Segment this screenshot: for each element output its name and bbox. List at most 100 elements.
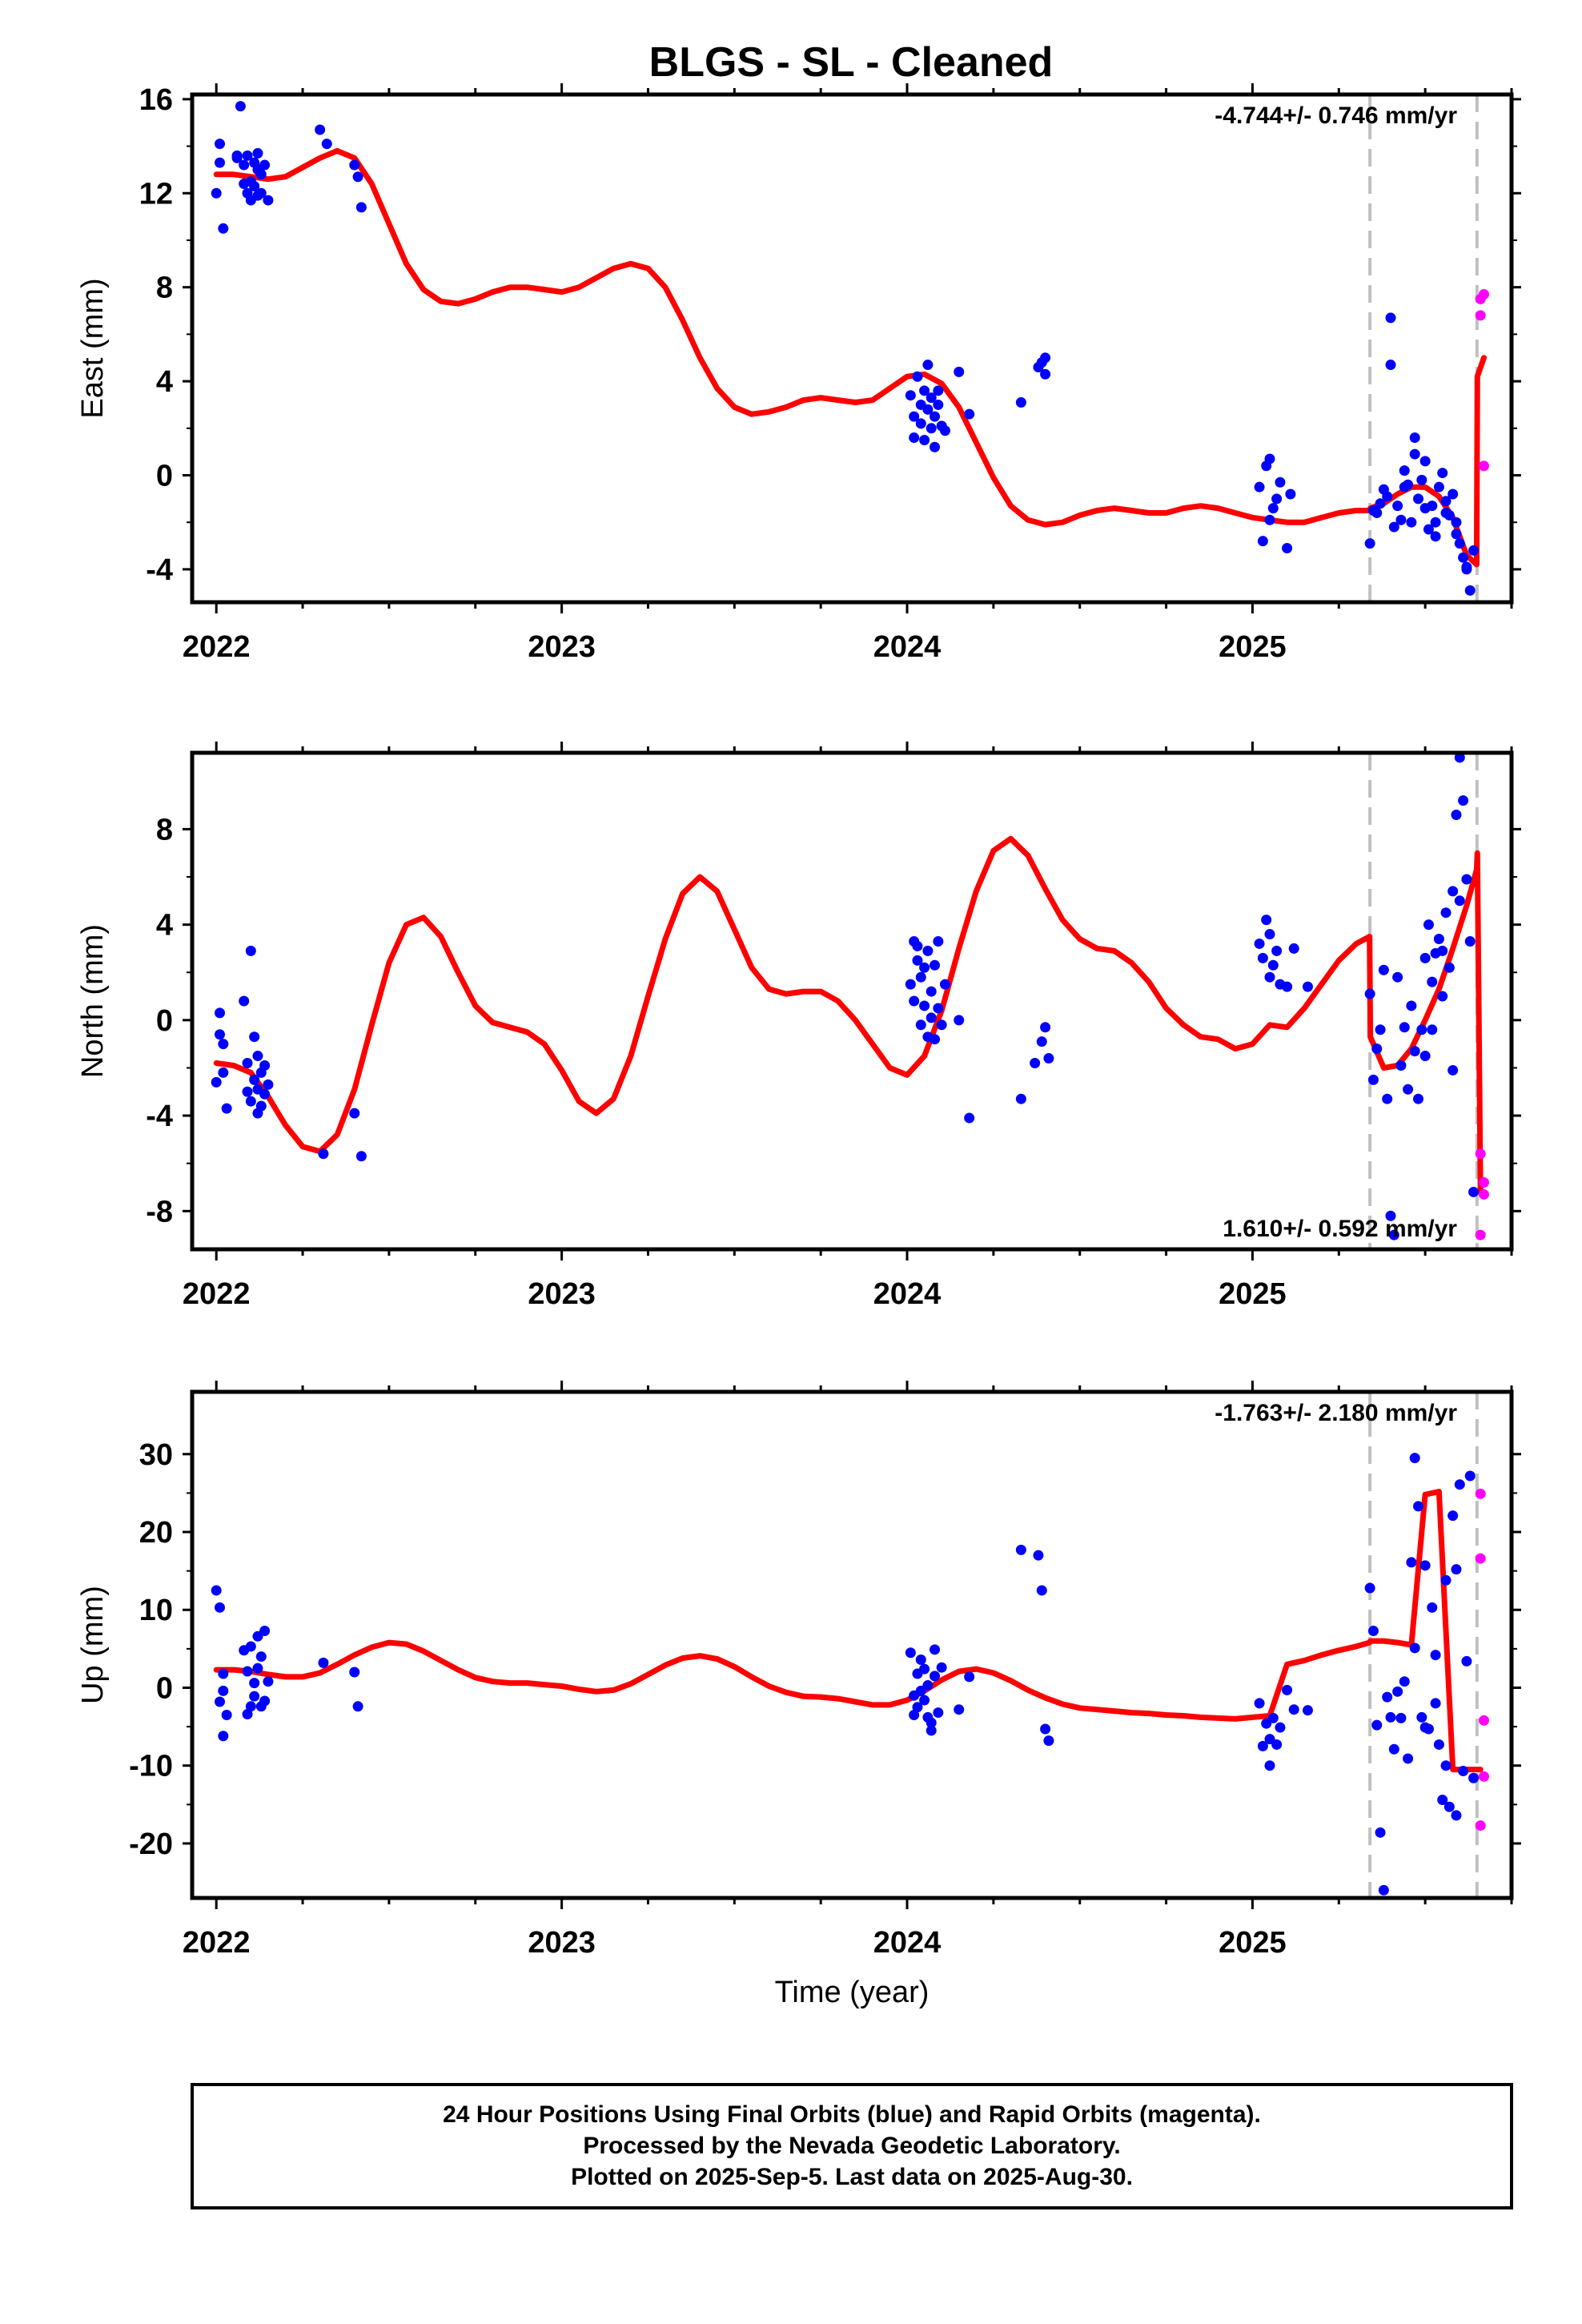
final-orbit-point — [1257, 952, 1268, 963]
final-orbit-point — [1416, 474, 1427, 485]
final-orbit-point — [933, 1707, 944, 1719]
x-tick-label: 2023 — [528, 1926, 596, 1960]
y-tick-label: -4 — [146, 1100, 173, 1133]
final-orbit-point — [1458, 1766, 1469, 1777]
x-axis-label: Time (year) — [775, 1976, 930, 2009]
final-orbit-point — [1382, 1093, 1393, 1104]
y-tick-label: 30 — [139, 1438, 173, 1472]
final-orbit-point — [919, 1000, 930, 1011]
y-tick-label: 4 — [156, 909, 173, 943]
final-orbit-point — [1451, 1810, 1462, 1821]
final-orbit-point — [263, 195, 274, 206]
final-orbit-point — [909, 411, 920, 422]
final-orbit-point — [1267, 1712, 1279, 1723]
model-curve — [213, 147, 1487, 568]
final-orbit-point — [1447, 1510, 1459, 1522]
final-orbit-point — [1443, 962, 1455, 973]
final-orbit-point — [1257, 1740, 1268, 1751]
final-orbit-point — [255, 1651, 267, 1663]
final-orbit-point — [1371, 1719, 1383, 1731]
final-orbit-point — [218, 1067, 229, 1078]
final-orbit-point — [915, 971, 926, 983]
rapid-orbit-point — [1478, 1771, 1489, 1782]
final-orbit-point — [1451, 810, 1462, 820]
final-orbit-point — [218, 1731, 229, 1742]
plot-frame — [190, 92, 1514, 605]
final-orbit-point — [1364, 1582, 1375, 1594]
final-orbit-point — [954, 366, 965, 377]
final-orbit-point — [1468, 1186, 1480, 1197]
final-orbit-point — [915, 418, 926, 429]
final-orbit-point — [245, 945, 256, 956]
final-orbit-point — [249, 1678, 260, 1689]
final-orbit-point — [1413, 1501, 1424, 1512]
final-orbit-point — [211, 187, 222, 199]
final-orbit-point — [1430, 531, 1441, 542]
final-orbit-point — [1447, 886, 1459, 897]
final-orbit-point — [1385, 1711, 1396, 1723]
final-orbit-point — [1433, 481, 1444, 493]
final-orbit-point — [964, 1112, 975, 1124]
final-orbit-point — [912, 1702, 923, 1713]
final-orbit-point — [964, 1671, 975, 1683]
final-orbit-point — [1267, 503, 1279, 514]
final-orbit-point — [1419, 1560, 1431, 1571]
y-tick-label: -4 — [146, 553, 173, 587]
y-tick-label: 0 — [156, 1004, 173, 1038]
final-orbit-point — [922, 1680, 934, 1691]
final-orbit-point — [1385, 360, 1396, 371]
final-orbit-point — [1413, 493, 1424, 505]
final-orbit-point — [1385, 312, 1396, 324]
final-orbit-point — [218, 223, 229, 234]
y-tick-label: 8 — [156, 271, 173, 305]
final-orbit-point — [221, 1103, 232, 1114]
final-orbit-point — [1454, 752, 1465, 763]
y-tick-label: 4 — [156, 365, 173, 399]
model-curve — [213, 835, 1484, 1195]
final-orbit-point — [905, 390, 916, 401]
final-orbit-point — [926, 1725, 937, 1736]
final-orbit-point — [318, 1148, 329, 1160]
final-orbit-point — [249, 180, 260, 191]
final-orbit-point — [915, 1654, 926, 1665]
final-orbit-point — [1378, 1884, 1389, 1896]
final-orbit-point — [1454, 895, 1465, 907]
final-orbit-point — [221, 1710, 232, 1721]
final-orbit-point — [1440, 507, 1452, 518]
final-orbit-point — [1437, 991, 1448, 1002]
final-orbit-point — [915, 1019, 926, 1031]
final-orbit-point — [1406, 517, 1417, 528]
final-orbit-point — [1409, 1046, 1420, 1057]
final-orbit-point — [1458, 795, 1469, 806]
final-orbit-point — [919, 962, 930, 973]
x-tick-label: 2023 — [528, 630, 596, 664]
final-orbit-point — [211, 1585, 222, 1596]
final-orbit-point — [905, 1647, 916, 1659]
final-orbit-point — [1395, 1059, 1407, 1071]
final-orbit-point — [215, 1696, 226, 1707]
final-orbit-point — [1271, 493, 1283, 505]
final-orbit-point — [1043, 1053, 1054, 1064]
rapid-orbit-point — [1475, 1229, 1486, 1240]
final-orbit-point — [1464, 1470, 1476, 1482]
rapid-orbit-point — [1475, 310, 1486, 321]
final-orbit-point — [255, 187, 267, 199]
footer-line-2: Processed by the Nevada Geodetic Laborat… — [583, 2133, 1120, 2159]
final-orbit-point — [1440, 1760, 1452, 1771]
final-orbit-point — [1409, 432, 1420, 444]
plot-frame — [190, 1389, 1514, 1900]
final-orbit-point — [926, 1717, 937, 1728]
final-orbit-point — [242, 1058, 253, 1068]
final-orbit-point — [255, 169, 267, 180]
final-orbit-point — [1254, 1698, 1265, 1709]
final-orbit-point — [1440, 1574, 1452, 1586]
final-orbit-point — [930, 959, 941, 971]
final-orbit-point — [1437, 468, 1448, 479]
final-orbit-point — [1264, 1760, 1275, 1771]
final-orbit-point — [218, 1668, 229, 1679]
final-orbit-point — [1367, 1625, 1379, 1636]
final-orbit-point — [352, 171, 363, 183]
final-orbit-point — [1399, 1676, 1410, 1687]
final-orbit-point — [245, 1096, 256, 1107]
rapid-orbit-point — [1478, 1177, 1489, 1188]
